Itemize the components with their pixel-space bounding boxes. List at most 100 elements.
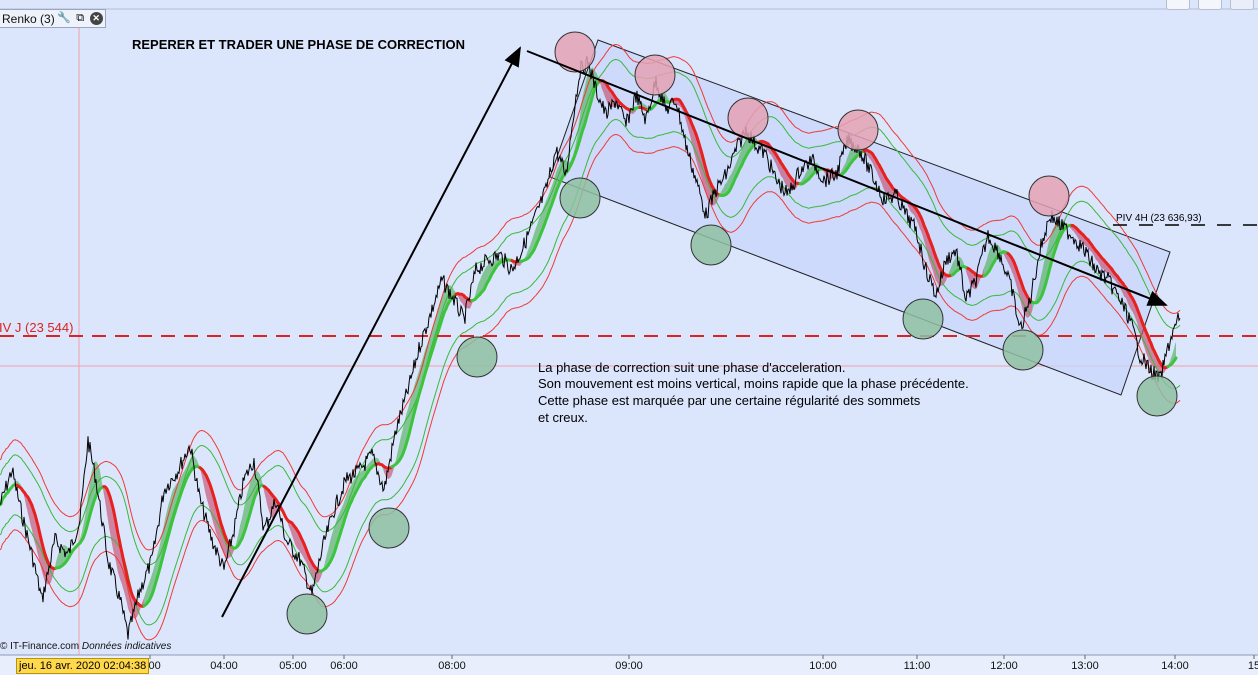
bear-fill-segment [1014,262,1020,299]
ma-falling-segment [1110,267,1122,282]
ma-rising-segment [646,101,658,112]
bear-fill-segment [600,80,606,100]
bear-fill-segment [678,99,684,115]
ma-falling-segment [758,139,770,146]
bear-fill-segment [318,566,324,583]
ma-falling-segment [454,292,466,298]
copyright-text: IT-Finance.com [10,641,80,652]
ma-falling-segment [214,503,226,535]
correction-channel [549,39,1171,396]
lower-band-red [0,133,1181,641]
x-tick-label: 10:00 [809,660,837,672]
x-tick-label: 14:00 [1161,660,1189,672]
ma-rising-segment [78,520,90,545]
bull-fill-segment [948,260,954,276]
ma-rising-segment [142,593,154,608]
bear-fill-segment [390,459,396,478]
bull-fill-segment [336,506,342,548]
wrench-icon[interactable]: 🔧 [57,12,72,24]
bull-fill-segment [960,257,966,272]
ma-rising-segment [982,264,994,278]
ma-falling-segment [374,462,386,468]
ma-rising-segment [254,483,266,496]
ma-falling-segment [294,526,306,546]
chart-tab[interactable]: Renko (3) 🔧 ⧉ ✕ [0,9,106,28]
ma-falling-segment [198,466,210,482]
ma-rising-segment [430,324,442,353]
ma-falling-segment [926,233,938,259]
bear-fill-segment [912,204,918,224]
ma-falling-segment [262,484,274,497]
ma-rising-segment [238,518,250,544]
ma-falling-segment [1070,224,1082,234]
annotation-line-3: Cette phase est marquée par une certaine… [538,393,921,408]
ma-rising-segment [390,457,402,469]
x-tick-label: 09:00 [615,660,643,672]
ma-rising-segment [846,155,858,169]
ma-falling-segment [14,483,26,494]
ma-rising-segment [1030,297,1042,305]
restore-button[interactable] [1198,0,1222,10]
bull-fill-segment [156,533,162,582]
ma-falling-segment [1086,238,1098,253]
ma-rising-segment [742,145,754,162]
bear-fill-segment [114,512,120,580]
chart-title: REPERER ET TRADER UNE PHASE DE CORRECTIO… [132,37,465,52]
swing-low-circle [559,177,601,219]
bull-fill-segment [18,481,24,496]
piv-4h-label: PIV 4H (23 636,93) [1116,213,1202,224]
ma-rising-segment [334,520,346,550]
x-tick-label: 06:00 [330,660,358,672]
ma-rising-segment [246,492,258,522]
ma-falling-segment [1078,230,1090,242]
ma-falling-segment [118,542,130,583]
data-disclaimer: Données indicatives [81,641,172,652]
minimize-button[interactable] [1166,0,1190,10]
x-tick-label: 04:00 [210,660,238,672]
ma-falling-segment [1102,258,1114,271]
correction-arrow [526,50,1168,306]
bear-fill-segment [138,597,144,615]
swing-low-circle [1136,375,1178,417]
ma-rising-segment [542,202,554,228]
ma-falling-segment [606,85,618,100]
bear-fill-segment [870,151,876,170]
close-window-button[interactable] [1230,0,1254,10]
close-icon[interactable]: ✕ [89,12,103,25]
bear-fill-segment [774,151,780,174]
x-tick-label: 12:00 [990,660,1018,672]
bear-fill-segment [1026,294,1032,318]
ma-falling-segment [1006,252,1018,269]
ma-falling-segment [278,504,290,522]
ma-rising-segment [798,178,810,186]
swing-low-circle [368,507,410,549]
ma-falling-segment [286,519,298,530]
bear-fill-segment [198,463,204,487]
ma-falling-segment [862,148,874,155]
upper-band-green [0,58,1181,566]
bear-fill-segment [918,211,924,241]
bull-fill-segment [84,481,90,536]
price-series-layer [0,55,1181,640]
ma-rising-segment [230,540,242,550]
window-top-bar: Renko (3) 🔧 ⧉ ✕ [0,0,1258,34]
ma-rising-segment [62,550,74,566]
bear-fill-segment [264,486,270,515]
ma-rising-segment [718,191,730,198]
copyright-note: © IT-Finance.com Données indicatives [0,641,171,652]
ma-rising-segment [406,404,418,440]
ma-rising-segment [398,436,410,461]
ma-falling-segment [878,165,890,183]
copy-icon[interactable]: ⧉ [76,12,85,24]
ma-falling-segment [1150,344,1162,365]
bull-fill-segment [588,67,594,113]
ma-falling-segment [302,542,314,565]
window-controls [1166,0,1254,10]
bull-fill-segment [738,143,744,173]
ma-rising-segment [166,507,178,539]
bull-fill-segment [540,200,546,236]
ma-rising-segment [998,250,1010,256]
bear-fill-segment [876,159,882,185]
ma-falling-segment [126,579,138,604]
